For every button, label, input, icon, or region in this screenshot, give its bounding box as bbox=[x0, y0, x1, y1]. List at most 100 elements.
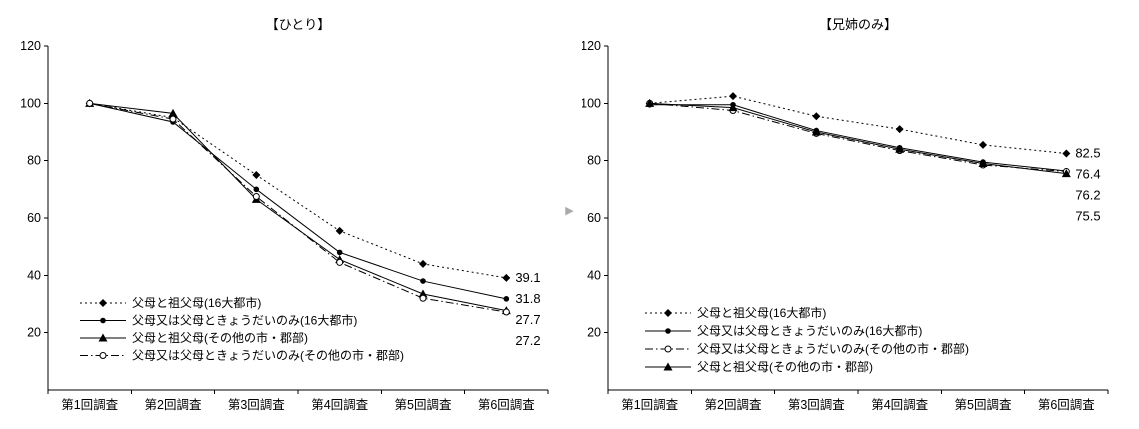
legend-item: 父母と祖父母(その他の市・郡部) bbox=[80, 330, 308, 345]
chart-hitori-svg: 【ひとり】 20 40 60 80 100 120 第1回調査 第2回調査 第3回調査 第4回調査 第… bbox=[20, 17, 549, 412]
triangle-marker bbox=[663, 362, 673, 371]
chart-keishi-nomi: 【兄姉のみ】 20 40 60 80 100 120 第1回調査 第2回調査 第3回調査 第4回調査… bbox=[580, 0, 1139, 429]
circle-marker bbox=[100, 317, 106, 324]
diamond-marker bbox=[502, 273, 511, 282]
y-tick-label: 100 bbox=[20, 96, 41, 110]
triangle-marker bbox=[728, 103, 738, 112]
x-tick-label: 第4回調査 bbox=[311, 398, 368, 412]
triangle-marker bbox=[895, 144, 905, 153]
open-circle-marker bbox=[664, 345, 672, 353]
legend-label: 父母又は父母ときょうだいのみ(16大都市) bbox=[697, 323, 922, 338]
end-value-label: 39.1 bbox=[515, 270, 540, 285]
divider: ▶ bbox=[557, 0, 582, 429]
legend-label: 父母又は父母ときょうだいのみ(その他の市・郡部) bbox=[697, 341, 969, 356]
diamond-marker bbox=[335, 226, 344, 235]
x-tick-label: 第2回調査 bbox=[705, 398, 762, 412]
open-circle-marker bbox=[336, 258, 344, 266]
x-tick-label: 第3回調査 bbox=[788, 398, 845, 412]
diamond-marker bbox=[99, 299, 107, 307]
circle-marker bbox=[503, 296, 510, 302]
x-tick-label: 第4回調査 bbox=[871, 398, 928, 412]
series-3 bbox=[645, 98, 1071, 178]
end-value-label: 76.4 bbox=[1075, 167, 1100, 182]
legend-item: 父母又は父母ときょうだいのみ(その他の市・郡部) bbox=[80, 348, 404, 363]
x-tick-label: 第5回調査 bbox=[955, 398, 1012, 412]
legend-item: 父母と祖父母(その他の市・郡部) bbox=[645, 359, 873, 374]
series-line bbox=[89, 102, 507, 313]
series-line bbox=[89, 102, 507, 300]
y-tick-label: 120 bbox=[582, 39, 601, 53]
open-circle-marker bbox=[169, 115, 177, 123]
legend-label: 父母又は父母ときょうだいのみ(16大都市) bbox=[132, 313, 357, 328]
diamond-marker bbox=[979, 140, 987, 149]
open-circle-marker bbox=[99, 352, 107, 359]
diamond-marker bbox=[729, 92, 737, 101]
x-tick-label: 第1回調査 bbox=[61, 398, 118, 412]
legend-label: 父母と祖父母(その他の市・郡部) bbox=[697, 359, 873, 374]
x-tick-label: 第6回調査 bbox=[478, 398, 535, 412]
axes bbox=[604, 45, 1109, 394]
end-value-label: 27.7 bbox=[515, 312, 540, 327]
circle-marker bbox=[420, 278, 426, 284]
y-tick-label: 20 bbox=[27, 326, 41, 340]
right-arrow-icon: ▶ bbox=[565, 205, 574, 217]
end-value-label: 75.5 bbox=[1075, 209, 1100, 224]
series-line bbox=[89, 102, 507, 312]
open-circle-marker bbox=[502, 308, 510, 316]
x-tick-label: 第2回調査 bbox=[145, 398, 202, 412]
x-tick-label: 第6回調査 bbox=[1038, 398, 1095, 412]
legend-label: 父母と祖父母(16大都市) bbox=[697, 305, 826, 320]
diamond-marker bbox=[252, 171, 261, 179]
series-3 bbox=[86, 99, 510, 316]
legend-label: 父母と祖父母(16大都市) bbox=[132, 295, 261, 310]
series-2 bbox=[85, 98, 511, 315]
diamond-marker bbox=[419, 259, 427, 268]
series-0 bbox=[645, 92, 1071, 158]
axes bbox=[44, 45, 549, 394]
circle-marker bbox=[665, 328, 671, 334]
y-tick-label: 120 bbox=[20, 39, 41, 53]
legend-item: 父母又は父母ときょうだいのみ(16大都市) bbox=[80, 313, 357, 328]
end-value-label: 76.2 bbox=[1075, 188, 1100, 203]
legend-item: 父母又は父母ときょうだいのみ(その他の市・郡部) bbox=[645, 341, 969, 356]
y-tick-label: 80 bbox=[587, 154, 601, 168]
series-1 bbox=[86, 100, 510, 302]
triangle-marker bbox=[811, 127, 821, 136]
triangle-marker bbox=[168, 108, 178, 117]
chart-keishi-nomi-svg: 【兄姉のみ】 20 40 60 80 100 120 第1回調査 第2回調査 第3回調査 第4回調査… bbox=[580, 17, 1109, 412]
y-tick-label: 80 bbox=[27, 154, 41, 168]
diamond-marker bbox=[664, 309, 672, 317]
legend-label: 父母又は父母ときょうだいのみ(その他の市・郡部) bbox=[132, 348, 404, 363]
series-line bbox=[649, 102, 1067, 173]
x-tick-label: 第3回調査 bbox=[228, 398, 285, 412]
open-circle-marker bbox=[419, 294, 427, 302]
diamond-marker bbox=[1062, 149, 1071, 158]
series-line bbox=[649, 102, 1067, 175]
chart-title: 【ひとり】 bbox=[266, 17, 331, 32]
chart-hitori: 【ひとり】 20 40 60 80 100 120 第1回調査 第2回調査 第3回調査 第4回調査 第… bbox=[0, 0, 557, 429]
y-tick-label: 20 bbox=[587, 326, 601, 340]
triangle-marker bbox=[1061, 169, 1071, 178]
triangle-marker bbox=[418, 289, 428, 298]
x-tick-label: 第5回調査 bbox=[395, 398, 452, 412]
series-line bbox=[649, 104, 1067, 172]
series-line bbox=[649, 95, 1067, 154]
y-tick-label: 40 bbox=[587, 268, 601, 282]
y-tick-label: 100 bbox=[582, 96, 601, 110]
legend-item: 父母と祖父母(16大都市) bbox=[80, 295, 261, 310]
open-circle-marker bbox=[86, 99, 94, 107]
diamond-marker bbox=[812, 112, 821, 121]
open-circle-marker bbox=[252, 193, 260, 200]
series-0 bbox=[85, 99, 511, 282]
end-value-label: 31.8 bbox=[515, 291, 540, 306]
y-tick-label: 60 bbox=[587, 211, 601, 225]
triangle-marker bbox=[645, 98, 655, 107]
end-value-label: 82.5 bbox=[1075, 146, 1100, 161]
x-tick-label: 第1回調査 bbox=[621, 398, 678, 412]
legend-item: 父母と祖父母(16大都市) bbox=[645, 305, 826, 320]
series-1 bbox=[646, 101, 1070, 174]
end-value-label: 27.2 bbox=[515, 333, 540, 348]
series-line bbox=[89, 102, 507, 279]
circle-marker bbox=[253, 186, 260, 193]
